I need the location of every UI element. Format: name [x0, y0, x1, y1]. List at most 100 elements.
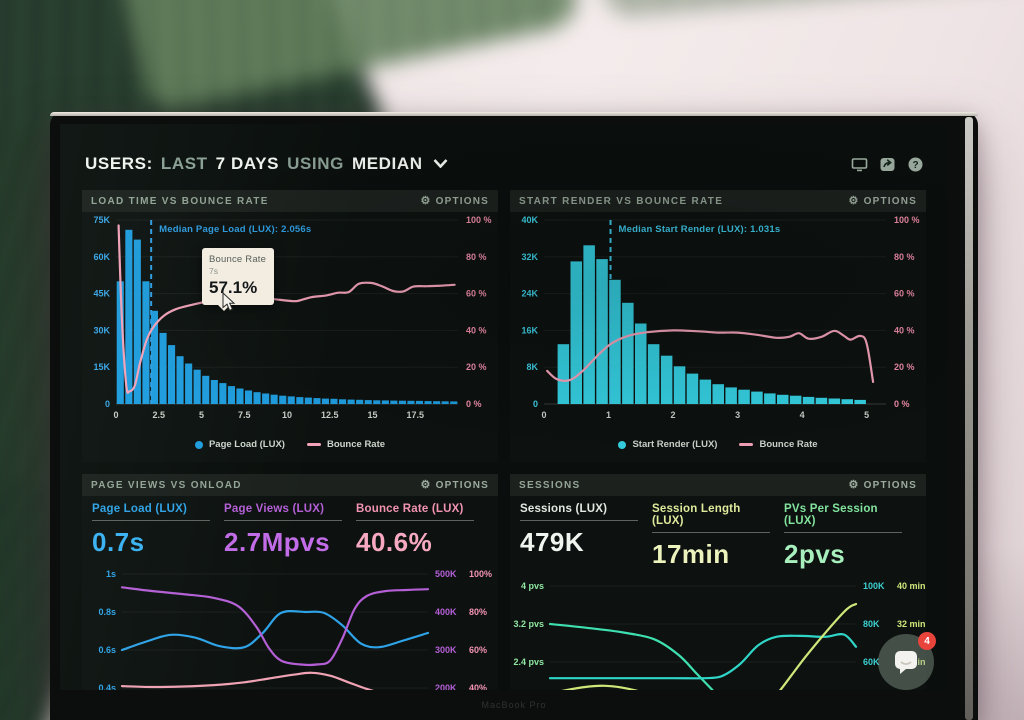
panel-title: START RENDER VS BOUNCE RATE: [519, 195, 724, 207]
title-segment: 7 DAYS: [215, 154, 280, 173]
svg-text:7.5: 7.5: [238, 410, 251, 420]
panel-header: SESSIONS ⚙ OPTIONS: [510, 474, 926, 496]
svg-text:40K: 40K: [521, 215, 538, 225]
leaf: [597, 0, 1024, 19]
svg-text:80K: 80K: [863, 619, 880, 629]
chevron-down-icon[interactable]: [433, 159, 448, 169]
start-render-chart: 0 0 % 8K 20 % 16K 40 % 24K 60 % 32K 80 % 40K 100 % 0…: [521, 215, 920, 420]
svg-text:15K: 15K: [93, 362, 110, 372]
svg-text:0 %: 0 %: [894, 399, 910, 409]
svg-text:5: 5: [864, 410, 869, 420]
legend-label: Bounce Rate: [326, 439, 386, 450]
header-icons: ?: [851, 156, 924, 173]
svg-text:100 %: 100 %: [466, 215, 492, 225]
svg-text:40 %: 40 %: [466, 325, 487, 335]
load-time-chart: 0 0 % 15K 20 % 30K 40 % 45K 60 % 60K 80 % 75K 100 %…: [93, 215, 492, 420]
panel-start-render: START RENDER VS BOUNCE RATE ⚙ OPTIONS 0 0 …: [510, 190, 926, 462]
svg-text:8K: 8K: [526, 362, 538, 372]
svg-text:40%: 40%: [469, 683, 487, 690]
chart-legend: Start Render (LUX) Bounce Rate: [510, 439, 926, 450]
panel-title: SESSIONS: [519, 479, 581, 491]
metric-label: Sessions (LUX): [520, 503, 608, 515]
metric-divider: [652, 532, 770, 533]
svg-text:0: 0: [541, 410, 546, 420]
panel-sessions: SESSIONS ⚙ OPTIONS Sessions (LUX) 479K Se…: [510, 474, 926, 690]
svg-text:Median Start Render (LUX): 1.0: Median Start Render (LUX): 1.031s: [619, 224, 781, 235]
svg-text:12.5: 12.5: [321, 410, 339, 420]
metric-label: PVs Per Session (LUX): [784, 503, 878, 527]
page-title[interactable]: USERS: LAST 7 DAYS USING MEDIAN: [85, 154, 448, 174]
metric-label: Page Views (LUX): [224, 503, 325, 515]
svg-text:200K: 200K: [435, 683, 457, 690]
title-segment: LAST: [160, 154, 208, 173]
tooltip-value: 57.1%: [209, 278, 258, 297]
title-segment: USING: [287, 154, 344, 173]
laptop-edge-highlight: [965, 117, 973, 720]
svg-text:0.6s: 0.6s: [98, 645, 116, 655]
tooltip-subtitle: 7s: [209, 266, 218, 276]
svg-text:20 %: 20 %: [466, 362, 487, 372]
svg-text:0: 0: [533, 399, 538, 409]
svg-text:2.5: 2.5: [152, 410, 165, 420]
metric-bounce-rate: Bounce Rate (LUX) 40.6%: [356, 503, 488, 558]
svg-text:32K: 32K: [521, 252, 538, 262]
svg-text:100 %: 100 %: [894, 215, 920, 225]
metrics-row: Sessions (LUX) 479K Session Length (LUX)…: [510, 496, 926, 572]
chart-legend: Page Load (LUX) Bounce Rate: [82, 439, 498, 450]
legend-label: Start Render (LUX): [632, 439, 718, 450]
legend-label: Page Load (LUX): [208, 439, 285, 450]
svg-text:4 pvs: 4 pvs: [521, 581, 544, 591]
svg-text:400K: 400K: [435, 607, 457, 617]
svg-text:60K: 60K: [93, 252, 110, 262]
legend-dot-icon: [194, 440, 203, 449]
laptop: USERS: LAST 7 DAYS USING MEDIAN ? LOAD TIME …: [50, 112, 978, 720]
svg-text:10: 10: [282, 410, 292, 420]
svg-text:5: 5: [199, 410, 204, 420]
dashboard-header: USERS: LAST 7 DAYS USING MEDIAN ?: [85, 146, 924, 182]
options-button[interactable]: ⚙ OPTIONS: [420, 194, 489, 207]
metric-sessions: Sessions (LUX) 479K: [520, 503, 652, 570]
help-icon[interactable]: ?: [907, 156, 924, 173]
mouse-cursor-icon: [222, 292, 236, 311]
notification-badge: 4: [918, 632, 936, 650]
svg-text:15: 15: [367, 410, 377, 420]
share-icon[interactable]: [879, 156, 896, 173]
title-segment: MEDIAN: [351, 154, 423, 173]
svg-text:2: 2: [671, 410, 676, 420]
svg-text:20 %: 20 %: [894, 362, 915, 372]
options-button[interactable]: ⚙ OPTIONS: [848, 194, 917, 207]
display-icon[interactable]: [851, 156, 868, 173]
legend-label: Bounce Rate: [759, 439, 818, 450]
metric-divider: [356, 520, 474, 521]
svg-text:60%: 60%: [469, 645, 487, 655]
options-button[interactable]: ⚙ OPTIONS: [848, 478, 917, 491]
panel-title: PAGE VIEWS VS ONLOAD: [91, 479, 242, 491]
svg-text:24K: 24K: [521, 289, 538, 299]
metric-session-length: Session Length (LUX) 17min: [652, 503, 784, 570]
metric-page-views: Page Views (LUX) 2.7Mpvs: [224, 503, 356, 558]
gear-icon: ⚙: [848, 478, 860, 491]
legend-line-icon: [739, 443, 754, 446]
panel-grid: LOAD TIME VS BOUNCE RATE ⚙ OPTIONS 0 0 % 15…: [82, 190, 926, 690]
legend-dot-icon: [618, 440, 627, 449]
svg-text:32 min: 32 min: [897, 619, 926, 629]
svg-text:0: 0: [105, 399, 110, 409]
svg-text:2.4 pvs: 2.4 pvs: [513, 657, 544, 667]
chat-launcher-button[interactable]: 4: [878, 632, 936, 690]
panel-header: PAGE VIEWS VS ONLOAD ⚙ OPTIONS: [82, 474, 498, 496]
svg-text:3.2 pvs: 3.2 pvs: [513, 619, 544, 629]
laptop-bezel: MacBook Pro: [50, 690, 978, 720]
svg-text:17.5: 17.5: [406, 410, 424, 420]
panel-load-time: LOAD TIME VS BOUNCE RATE ⚙ OPTIONS 0 0 % 15…: [82, 190, 498, 462]
metric-value: 2.7Mpvs: [224, 527, 331, 557]
svg-text:16K: 16K: [521, 325, 538, 335]
options-button[interactable]: ⚙ OPTIONS: [420, 478, 489, 491]
metric-value: 17min: [652, 539, 730, 569]
metric-divider: [520, 520, 638, 521]
svg-text:40 min: 40 min: [897, 581, 926, 591]
metric-value: 2pvs: [784, 539, 846, 569]
metric-pvs-per-session: PVs Per Session (LUX) 2pvs: [784, 503, 916, 570]
panel-header: LOAD TIME VS BOUNCE RATE ⚙ OPTIONS: [82, 190, 498, 212]
laptop-brand-text: MacBook Pro: [481, 700, 547, 710]
laptop-screen: USERS: LAST 7 DAYS USING MEDIAN ? LOAD TIME …: [60, 124, 948, 690]
